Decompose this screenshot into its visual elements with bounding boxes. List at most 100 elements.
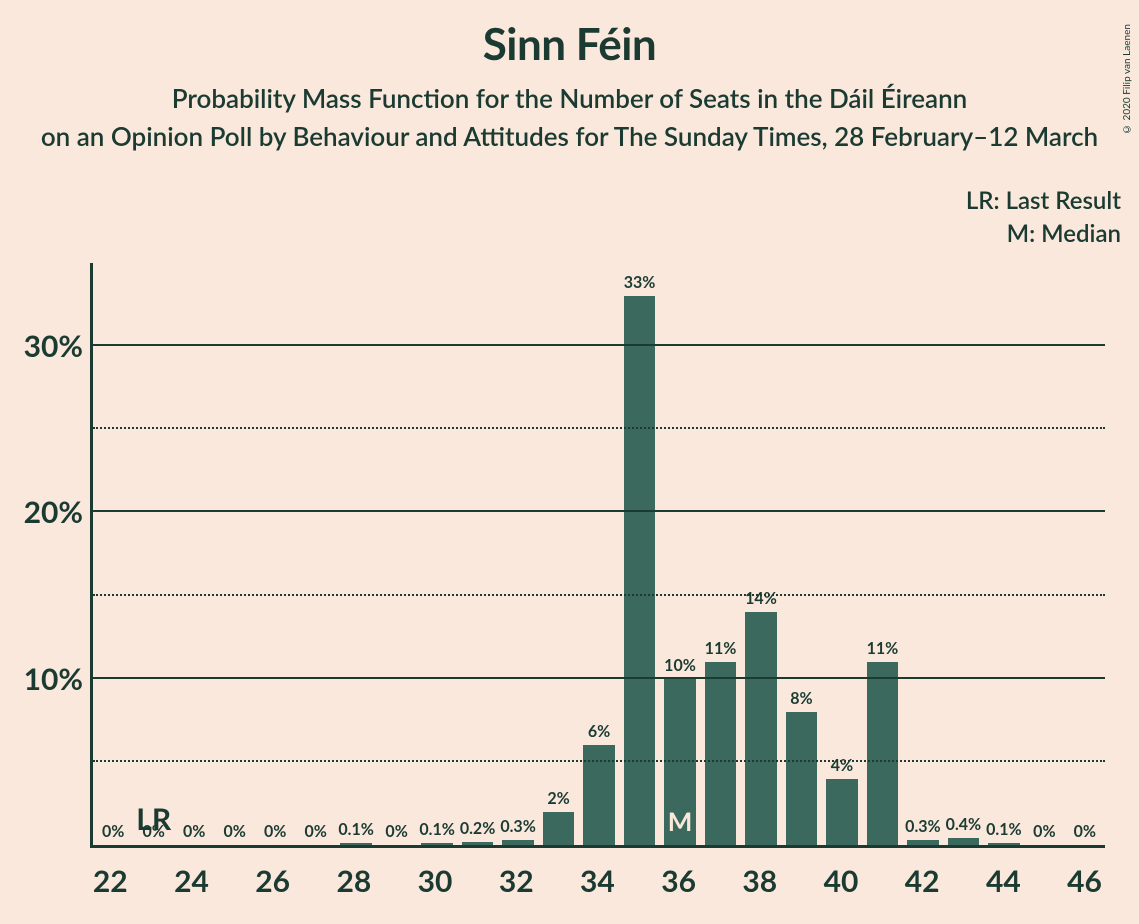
chart-subtitle-2: on an Opinion Poll by Behaviour and Atti… xyxy=(0,120,1139,152)
bar: 0.1% xyxy=(988,843,1020,845)
bar-slot: 11% xyxy=(700,263,740,845)
x-axis: 22 24 26 28 30 32 34 36 38 40 42 44 46 xyxy=(90,863,1105,899)
bar-slot: 0% xyxy=(1065,263,1105,845)
bar-slot: 0% xyxy=(376,263,416,845)
bar-value-label: 4% xyxy=(831,756,853,775)
gridline-minor xyxy=(93,760,1105,762)
bar-value-label: 0.4% xyxy=(946,815,981,834)
bar: 2% xyxy=(543,812,575,845)
bar: 14% xyxy=(745,612,777,845)
bar: 0.1% xyxy=(340,843,372,845)
x-tick-label: 42 xyxy=(902,863,943,899)
bar-slot: 0% xyxy=(295,263,335,845)
bar-value-label: 0% xyxy=(385,822,407,841)
bar-value-label: 0.1% xyxy=(419,820,454,839)
bar-value-label: 6% xyxy=(588,722,610,741)
bar: 0.3% xyxy=(502,840,534,845)
x-tick-label xyxy=(374,863,415,899)
gridline-major: 20% xyxy=(93,510,1105,512)
bar: 33% xyxy=(624,296,656,845)
bar-value-label: 0.3% xyxy=(905,817,940,836)
bar-slot: 0.1% xyxy=(336,263,376,845)
bar: 0.2% xyxy=(462,842,494,845)
x-tick-label: 30 xyxy=(415,863,456,899)
gridline-major: 30% xyxy=(93,344,1105,346)
bar-slot: 6% xyxy=(579,263,619,845)
bar-slot: 33% xyxy=(619,263,659,845)
bar-value-label: 2% xyxy=(547,789,569,808)
bar: 10%M xyxy=(664,679,696,845)
x-tick-label: 24 xyxy=(171,863,212,899)
gridline-major: 10% xyxy=(93,677,1105,679)
x-tick-label: 36 xyxy=(658,863,699,899)
x-tick-label xyxy=(699,863,740,899)
x-tick-label: 38 xyxy=(740,863,781,899)
bar-slot: 0%LR xyxy=(133,263,173,845)
bar-value-label: 0.1% xyxy=(338,820,373,839)
x-tick-label xyxy=(131,863,172,899)
bar-slot: 0% xyxy=(1024,263,1064,845)
bar-value-label: 10% xyxy=(664,656,696,675)
copyright-text: © 2020 Filip van Laenen xyxy=(1121,24,1133,135)
gridline-minor xyxy=(93,594,1105,596)
x-tick-label xyxy=(455,863,496,899)
bar-slot: 0.1% xyxy=(417,263,457,845)
bar: 4% xyxy=(826,779,858,846)
x-tick-label: 34 xyxy=(577,863,618,899)
bar-slot: 0% xyxy=(93,263,133,845)
bar: 11% xyxy=(867,662,899,845)
bar-value-label: 0% xyxy=(1074,822,1096,841)
bar-value-label: 0% xyxy=(1033,822,1055,841)
bar-value-label: 11% xyxy=(705,639,737,658)
bar-slot: 0.4% xyxy=(943,263,983,845)
bar-slot: 11% xyxy=(862,263,902,845)
y-tick-label: 20% xyxy=(24,494,83,530)
bar: 0.4% xyxy=(948,838,980,845)
x-tick-label: 44 xyxy=(983,863,1024,899)
bar-value-label: 33% xyxy=(624,273,656,292)
gridline-minor xyxy=(93,427,1105,429)
bar: 11% xyxy=(705,662,737,845)
chart-title: Sinn Féin xyxy=(0,18,1139,70)
bar-value-label: 0.3% xyxy=(500,817,535,836)
bar-value-label: 0% xyxy=(304,822,326,841)
bar-value-label: 8% xyxy=(790,689,812,708)
bar-value-label: 0.2% xyxy=(460,819,495,838)
last-result-marker: LR xyxy=(136,801,171,837)
plot-area: 0%0%LR0%0%0%0%0.1%0%0.1%0.2%0.3%2%6%33%1… xyxy=(90,263,1105,848)
x-tick-label xyxy=(293,863,334,899)
x-tick-label xyxy=(618,863,659,899)
x-tick-label xyxy=(537,863,578,899)
y-tick-label: 10% xyxy=(24,661,83,697)
bar: 8% xyxy=(786,712,818,845)
y-tick-label: 30% xyxy=(24,328,83,364)
bar-slot: 4% xyxy=(822,263,862,845)
bar-value-label: 14% xyxy=(745,589,777,608)
bar-value-label: 0.1% xyxy=(986,820,1021,839)
bar-value-label: 11% xyxy=(867,639,899,658)
x-tick-label: 46 xyxy=(1064,863,1105,899)
bar-value-label: 0% xyxy=(264,822,286,841)
chart-subtitle-1: Probability Mass Function for the Number… xyxy=(0,82,1139,114)
bar-slot: 10% M xyxy=(660,263,700,845)
x-tick-label: 26 xyxy=(252,863,293,899)
bar-slot: 0.3% xyxy=(903,263,943,845)
x-tick-label: 28 xyxy=(334,863,375,899)
bar-slot: 0.1% xyxy=(984,263,1024,845)
bar-slot: 0% xyxy=(255,263,295,845)
x-tick-label xyxy=(780,863,821,899)
x-tick-label: 40 xyxy=(821,863,862,899)
x-tick-label xyxy=(1024,863,1065,899)
x-tick-label xyxy=(861,863,902,899)
bar-slot: 14% xyxy=(741,263,781,845)
bar: 0.3% xyxy=(907,840,939,845)
median-marker: M xyxy=(668,805,693,837)
bar-slot: 0.2% xyxy=(457,263,497,845)
x-tick-label xyxy=(212,863,253,899)
x-tick-label: 22 xyxy=(90,863,131,899)
x-tick-label xyxy=(942,863,983,899)
bar-slot: 2% xyxy=(538,263,578,845)
bars-container: 0%0%LR0%0%0%0%0.1%0%0.1%0.2%0.3%2%6%33%1… xyxy=(93,263,1105,845)
x-tick-label: 32 xyxy=(496,863,537,899)
bar-value-label: 0% xyxy=(183,822,205,841)
